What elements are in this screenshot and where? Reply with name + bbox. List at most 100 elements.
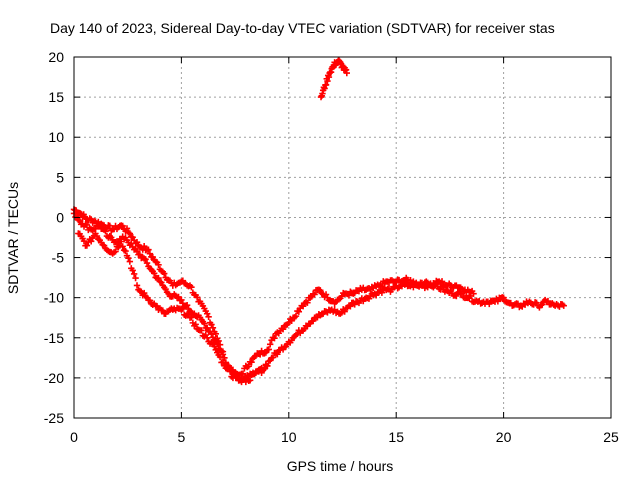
data-point-lower-branch	[125, 254, 132, 262]
data-point-lower-branch	[87, 238, 95, 245]
data-point-middle-branch	[83, 221, 91, 229]
data-point-lower-branch	[232, 370, 240, 377]
data-point-middle-branch	[221, 354, 228, 362]
data-point-upper-branch	[119, 222, 126, 230]
data-point-middle-branch	[341, 308, 348, 315]
data-point-upper-branch	[106, 222, 113, 230]
data-point-upper-branch	[205, 313, 212, 320]
data-point-lower-branch	[119, 243, 126, 250]
data-point-middle-branch	[178, 296, 185, 304]
data-point-lower-branch	[132, 274, 139, 282]
data-point-lower-branch	[229, 366, 237, 374]
y-tick-label: -25	[44, 410, 64, 426]
data-point-upper-branch	[140, 242, 148, 250]
data-point-lower-branch	[126, 258, 134, 265]
data-point-upper-branch	[271, 334, 278, 342]
y-tick-label: -5	[52, 250, 65, 266]
data-point-middle-branch	[500, 294, 507, 301]
data-point-upper-branch	[145, 246, 152, 253]
data-point-middle-branch	[142, 256, 149, 263]
data-point-lower-branch	[216, 353, 224, 361]
data-point-upper-branch	[193, 294, 201, 301]
data-point-upper-branch	[155, 261, 162, 269]
data-point-lower-branch	[219, 358, 227, 366]
x-tick-label: 25	[603, 429, 619, 445]
data-point-middle-branch	[246, 377, 254, 384]
x-tick-label: 5	[178, 429, 186, 445]
data-point-middle-branch	[453, 292, 460, 300]
data-point-upper-branch	[266, 341, 274, 348]
data-point-lower-branch	[185, 310, 192, 318]
y-tick-label: 10	[48, 129, 64, 145]
data-point-upper-branch	[438, 278, 446, 285]
data-point-middle-branch	[201, 320, 208, 327]
data-point-lower-branch	[179, 305, 187, 312]
data-point-lower-branch	[122, 247, 129, 255]
data-point-lower-branch	[211, 343, 218, 350]
data-point-lower-branch	[112, 248, 119, 255]
data-point-detached-arc	[324, 77, 331, 85]
data-point-middle-branch	[183, 301, 191, 309]
data-point-detached-arc	[343, 69, 350, 77]
data-point-upper-branch	[311, 291, 318, 298]
data-point-upper-branch	[292, 312, 300, 320]
data-point-upper-branch	[304, 299, 311, 306]
y-axis-label: SDTVAR / TECUs	[5, 182, 21, 294]
axis-ticks: 0 5 10 15 20 25 20 15 10 5 0 -5 -10 -15 -20 -25	[44, 49, 619, 445]
data-point-lower-branch	[118, 238, 125, 245]
data-point-middle-branch	[208, 330, 215, 337]
data-point-lower-branch	[129, 267, 136, 274]
data-point-middle-branch	[347, 303, 354, 310]
data-point-lower-branch	[203, 334, 211, 341]
x-tick-label: 20	[496, 429, 512, 445]
plot-frame	[73, 56, 612, 419]
data-point-middle-branch	[128, 240, 135, 247]
data-point-middle-branch	[133, 248, 141, 255]
y-tick-label: -10	[44, 290, 64, 306]
data-point-middle-branch	[150, 270, 158, 277]
data-point-middle-branch	[467, 292, 474, 300]
data-point-middle-branch	[269, 354, 277, 361]
data-point-lower-branch	[192, 321, 199, 328]
data-point-upper-branch	[209, 324, 217, 331]
x-tick-label: 15	[388, 429, 404, 445]
y-tick-label: 20	[48, 49, 64, 65]
x-tick-label: 10	[281, 429, 297, 445]
data-point-middle-branch	[560, 302, 567, 309]
y-tick-label: -15	[44, 330, 64, 346]
data-point-upper-branch	[188, 283, 195, 291]
data-point-lower-branch	[188, 314, 195, 321]
data-point-upper-branch	[248, 358, 255, 366]
data-point-upper-branch	[295, 308, 303, 315]
data-point-detached-arc	[322, 81, 330, 88]
data-marks	[70, 57, 567, 386]
data-point-upper-branch	[279, 325, 287, 333]
data-point-middle-branch	[458, 290, 466, 297]
y-tick-label: 0	[56, 209, 64, 225]
data-point-middle-branch	[143, 259, 151, 267]
data-point-upper-branch	[245, 362, 252, 370]
x-axis-label: GPS time / hours	[287, 458, 394, 474]
x-tick-label: 0	[70, 429, 78, 445]
data-point-middle-branch	[203, 324, 211, 332]
data-point-upper-branch	[133, 239, 141, 246]
data-point-lower-branch	[146, 297, 154, 304]
chart-title: Day 140 of 2023, Sidereal Day-to-day VTE…	[50, 20, 555, 36]
data-point-lower-branch	[83, 242, 91, 249]
data-point-lower-branch	[198, 327, 205, 334]
data-point-lower-branch	[133, 282, 141, 289]
data-point-middle-branch	[96, 222, 103, 229]
y-tick-label: -20	[44, 370, 64, 386]
y-tick-label: 5	[56, 169, 64, 185]
data-point-lower-branch	[264, 362, 271, 370]
data-point-upper-branch	[161, 270, 168, 277]
data-point-middle-branch	[102, 228, 109, 235]
data-point-middle-branch	[274, 351, 281, 358]
data-point-middle-branch	[309, 317, 317, 325]
y-tick-label: 15	[48, 89, 64, 105]
data-point-lower-branch	[120, 246, 128, 254]
data-point-upper-branch	[265, 346, 272, 353]
data-point-upper-branch	[123, 225, 131, 232]
grid	[74, 57, 611, 418]
data-point-lower-branch	[130, 270, 138, 278]
